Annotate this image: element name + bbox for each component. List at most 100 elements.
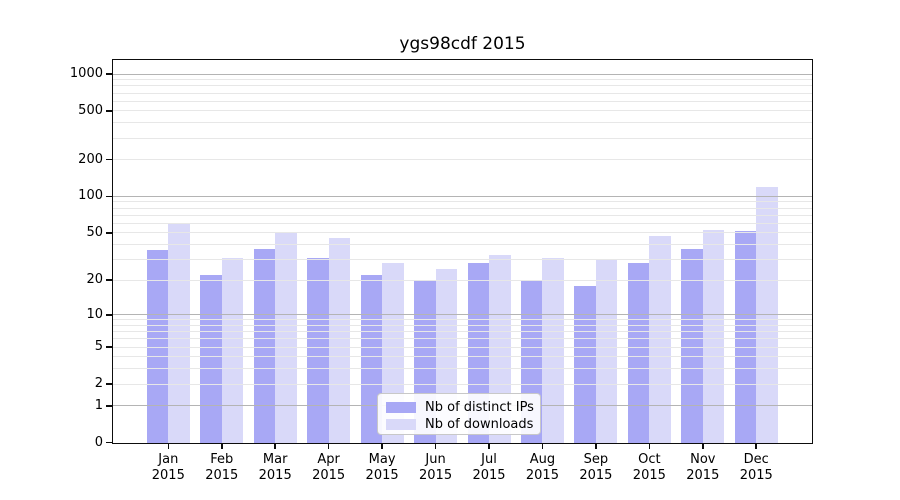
x-tick-label-dec: Dec 2015 — [728, 452, 784, 484]
year-label: 2015 — [151, 468, 185, 483]
bar-ips-nov — [681, 248, 703, 443]
gridline-400 — [113, 122, 812, 124]
gridline-60 — [113, 222, 812, 224]
month-label: Nov — [690, 452, 716, 467]
y-tick-label-10: 10 — [86, 306, 103, 322]
bar-ips-may — [360, 275, 383, 443]
month-label: Jan — [158, 452, 179, 467]
bar-ips-jan — [146, 249, 169, 443]
x-tick-label-jun: Jun 2015 — [408, 452, 464, 484]
y-tick-10 — [106, 313, 112, 316]
bar-ips-oct — [627, 263, 650, 443]
x-tick-dec — [755, 443, 758, 449]
x-tick-label-jan: Jan 2015 — [140, 452, 196, 484]
year-label: 2015 — [686, 468, 720, 483]
y-tick-2 — [106, 383, 112, 385]
x-tick-label-feb: Feb 2015 — [194, 452, 250, 484]
y-tick-100 — [106, 195, 112, 198]
gridline-10 — [113, 314, 812, 316]
gridline-5 — [113, 346, 812, 348]
x-tick-feb — [220, 443, 223, 449]
y-tick-20 — [106, 279, 112, 282]
x-tick-oct — [648, 443, 651, 449]
x-tick-jun — [434, 443, 437, 449]
y-tick-label-5: 5 — [94, 339, 103, 355]
bar-downloads-sep — [595, 259, 618, 443]
gridline-900 — [113, 79, 812, 81]
gridline-800 — [113, 85, 812, 87]
gridline-20 — [113, 279, 812, 281]
y-tick-label-1000: 1000 — [69, 66, 103, 81]
month-label: Jun — [425, 452, 446, 467]
gridline-9 — [113, 319, 812, 321]
legend-swatch-downloads — [386, 418, 416, 430]
year-label: 2015 — [472, 468, 506, 483]
gridline-2 — [113, 383, 812, 385]
y-tick-1000 — [106, 73, 112, 75]
bar-ips-mar — [253, 248, 276, 443]
legend-item-distinct-ips: Nb of distinct IPs — [386, 399, 540, 415]
gridline-4 — [113, 356, 812, 358]
x-tick-label-jul: Jul 2015 — [461, 452, 517, 484]
x-tick-mar — [274, 443, 276, 449]
year-label: 2015 — [739, 468, 773, 483]
bar-downloads-nov — [702, 229, 725, 443]
gridline-30 — [113, 258, 812, 260]
bar-ips-feb — [200, 275, 222, 443]
x-tick-sep — [595, 443, 597, 449]
plot-area — [113, 60, 812, 443]
gridline-90 — [113, 201, 812, 203]
x-tick-may — [381, 443, 383, 449]
bar-downloads-feb — [221, 257, 244, 443]
x-tick-label-may: May 2015 — [354, 452, 410, 484]
gridline-50 — [113, 232, 812, 234]
y-tick-label-200: 200 — [78, 151, 103, 167]
gridline-100 — [113, 195, 812, 197]
month-label: Apr — [317, 452, 340, 467]
legend-label-distinct-ips: Nb of distinct IPs — [425, 399, 534, 415]
bar-ips-dec — [734, 230, 757, 443]
year-label: 2015 — [258, 468, 292, 483]
x-tick-nov — [702, 443, 704, 449]
legend-label-downloads: Nb of downloads — [425, 416, 534, 432]
legend-swatch-distinct-ips — [386, 401, 416, 413]
gridline-40 — [113, 244, 812, 246]
gridline-200 — [113, 159, 812, 161]
year-label: 2015 — [205, 468, 239, 483]
year-label: 2015 — [525, 468, 559, 483]
gridline-6 — [113, 338, 812, 340]
y-tick-label-500: 500 — [78, 102, 103, 118]
gridline-70 — [113, 214, 812, 216]
legend: Nb of distinct IPs Nb of downloads — [377, 393, 541, 435]
bar-downloads-aug — [542, 257, 564, 443]
y-tick-5 — [106, 346, 112, 348]
bar-downloads-apr — [328, 238, 351, 443]
month-label: Mar — [262, 452, 288, 467]
gridline-700 — [113, 92, 812, 94]
y-tick-500 — [106, 110, 112, 112]
gridline-80 — [113, 207, 812, 209]
x-tick-jan — [167, 443, 170, 449]
bar-downloads-mar — [275, 232, 297, 443]
bar-ips-sep — [574, 285, 596, 443]
month-label: Jul — [481, 452, 497, 467]
month-label: Dec — [743, 452, 769, 467]
x-tick-apr — [327, 443, 330, 449]
legend-item-downloads: Nb of downloads — [386, 416, 540, 432]
x-tick-label-oct: Oct 2015 — [621, 452, 677, 484]
x-tick-label-sep: Sep 2015 — [568, 452, 624, 484]
y-tick-label-2: 2 — [94, 376, 103, 392]
year-label: 2015 — [579, 468, 613, 483]
x-tick-label-nov: Nov 2015 — [675, 452, 731, 484]
gridline-300 — [113, 137, 812, 139]
chart-title: ygs98cdf 2015 — [399, 34, 526, 54]
year-label: 2015 — [365, 468, 399, 483]
x-tick-aug — [541, 443, 544, 449]
y-tick-label-20: 20 — [86, 272, 103, 288]
gridline-3 — [113, 368, 812, 370]
y-tick-200 — [106, 158, 112, 161]
y-tick-0 — [106, 441, 112, 444]
month-label: Sep — [583, 452, 609, 467]
gridline-8 — [113, 324, 812, 326]
